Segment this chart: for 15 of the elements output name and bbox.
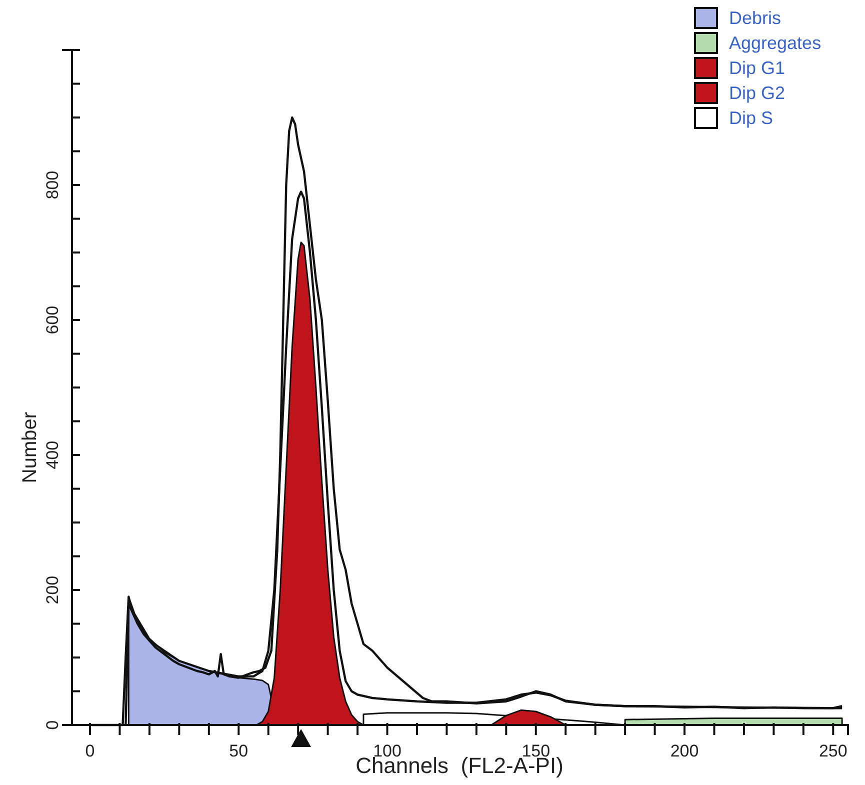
x-tick-label: 50 (229, 742, 248, 761)
y-tick-label: 600 (43, 306, 62, 334)
legend-label: Dip G1 (729, 58, 786, 78)
legend-label: Dip G2 (729, 83, 786, 103)
y-tick-label: 800 (43, 170, 62, 200)
legend-label: Dip S (729, 108, 774, 128)
x-tick-label: 200 (670, 742, 699, 761)
y-tick-label: 200 (43, 576, 62, 604)
x-tick-label: 0 (85, 742, 95, 761)
x-tick-label: 250 (818, 742, 848, 761)
y-tick-label: 0 (43, 720, 62, 730)
legend-label: Aggregates (729, 33, 822, 53)
y-tick-label: 400 (43, 440, 62, 470)
legend-label: Debris (729, 8, 782, 28)
y-axis-title: Number (19, 412, 41, 484)
